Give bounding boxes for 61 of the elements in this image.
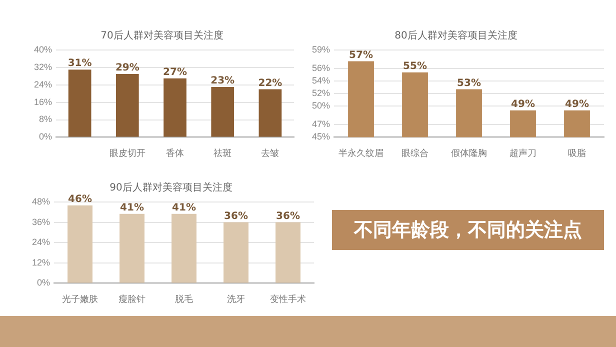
chart-title: 90后人群对美容项目关注度	[110, 182, 232, 194]
x-tick-label: 半永久纹眉	[338, 148, 384, 158]
x-tick-label: 眼皮切开	[109, 148, 146, 158]
y-tick-label: 40%	[34, 44, 52, 54]
y-tick-label: 32%	[34, 62, 52, 72]
data-label: 31%	[68, 58, 92, 70]
bar	[68, 205, 92, 283]
bar	[211, 87, 234, 137]
x-tick-label: 脱毛	[175, 294, 194, 304]
y-tick-label: 47%	[312, 119, 330, 130]
x-tick-label: 光子嫩肤	[62, 294, 98, 304]
x-tick-label: 祛斑	[214, 148, 232, 158]
data-label: 27%	[163, 66, 187, 78]
data-label: 41%	[172, 202, 196, 214]
y-tick-label: 50%	[312, 100, 330, 111]
y-tick-label: 59%	[312, 44, 330, 54]
x-tick-label: 香体	[166, 148, 184, 158]
data-label: 57%	[349, 50, 373, 61]
bar	[68, 70, 92, 137]
y-tick-label: 24%	[34, 79, 52, 90]
x-tick-label: 超声刀	[510, 148, 537, 158]
bar	[172, 214, 196, 283]
y-tick-label: 52%	[312, 88, 330, 98]
data-label: 29%	[115, 62, 140, 74]
y-tick-label: 45%	[312, 132, 330, 142]
data-label: 22%	[258, 78, 282, 89]
x-tick-label: 瘦脸针	[118, 294, 146, 304]
x-tick-label: 眼综合	[402, 148, 429, 158]
y-tick-label: 24%	[32, 237, 50, 248]
data-label: 23%	[210, 76, 235, 87]
y-tick-label: 0%	[37, 278, 50, 288]
x-tick-label: 变性手术	[270, 294, 306, 304]
bar	[224, 222, 248, 283]
text: 不同年龄段，不同的关注点	[332, 210, 604, 250]
bar	[120, 214, 144, 283]
x-tick-label: 假体隆胸	[451, 148, 488, 158]
data-label: 49%	[565, 99, 589, 110]
data-label: 55%	[403, 61, 427, 72]
x-tick-label: 去皱	[261, 148, 280, 158]
y-tick-label: 16%	[34, 96, 52, 107]
y-tick-label: 48%	[32, 196, 50, 206]
y-tick-label: 8%	[39, 114, 52, 124]
chart-title: 80后人群对美容项目关注度	[394, 30, 518, 42]
bar	[276, 222, 300, 283]
data-label: 46%	[68, 194, 92, 205]
data-label: 49%	[511, 99, 535, 110]
data-label: 41%	[120, 202, 144, 214]
bar	[258, 89, 282, 137]
y-tick-label: 12%	[32, 257, 50, 268]
data-label: 53%	[457, 78, 481, 89]
bar	[116, 74, 139, 137]
x-tick-label: 吸脂	[568, 148, 586, 158]
x-tick-label: 洗牙	[227, 294, 246, 304]
bar	[164, 78, 186, 137]
y-tick-label: 56%	[312, 63, 330, 74]
y-tick-label: 54%	[312, 76, 330, 86]
y-tick-label: 36%	[32, 216, 50, 227]
chart-title: 70后人群对美容项目关注度	[100, 30, 224, 42]
data-label: 36%	[224, 210, 248, 222]
data-label: 36%	[276, 210, 300, 222]
y-tick-label: 0%	[39, 132, 52, 142]
